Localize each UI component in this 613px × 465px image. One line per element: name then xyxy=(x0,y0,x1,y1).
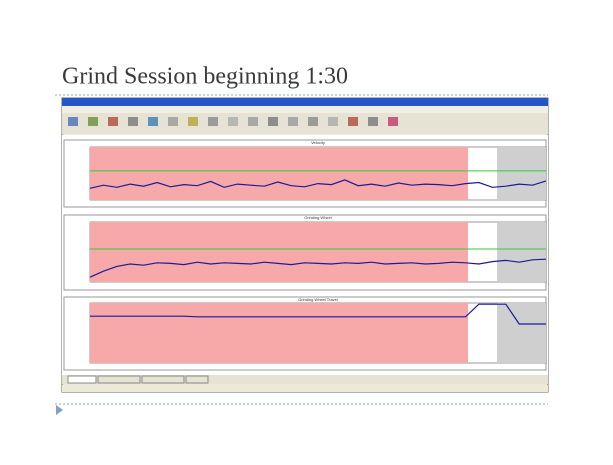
toolbar-button[interactable] xyxy=(328,117,338,126)
toolbar-button[interactable] xyxy=(88,117,98,126)
menu-bar xyxy=(62,106,548,113)
idle-zone xyxy=(497,222,546,282)
toolbar-button[interactable] xyxy=(168,117,178,126)
toolbar-button[interactable] xyxy=(108,117,118,126)
panel-title: Velocity xyxy=(311,140,325,145)
tab[interactable] xyxy=(185,375,209,384)
toolbar-button[interactable] xyxy=(288,117,298,126)
toolbar-button[interactable] xyxy=(368,117,378,126)
tab[interactable] xyxy=(141,375,185,384)
slide-title: Grind Session beginning 1:30 xyxy=(62,64,348,90)
toolbar-button[interactable] xyxy=(308,117,318,126)
toolbar-button[interactable] xyxy=(268,117,278,126)
toolbar-button[interactable] xyxy=(388,117,398,126)
idle-zone xyxy=(497,303,546,363)
toolbar-button[interactable] xyxy=(348,117,358,126)
toolbar-button[interactable] xyxy=(188,117,198,126)
tab[interactable] xyxy=(67,375,97,384)
toolbar xyxy=(62,113,548,134)
signal-trace xyxy=(89,258,547,278)
tab-bar xyxy=(62,375,548,384)
toolbar-button[interactable] xyxy=(68,117,78,126)
toolbar-button[interactable] xyxy=(248,117,258,126)
tab[interactable] xyxy=(97,375,141,384)
toolbar-button[interactable] xyxy=(128,117,138,126)
toolbar-button[interactable] xyxy=(228,117,238,126)
panel-title: Grinding Wheel Travel xyxy=(298,297,338,302)
operating-zone xyxy=(90,147,468,200)
title-bar xyxy=(62,98,548,106)
operating-zone xyxy=(90,303,468,363)
toolbar-button[interactable] xyxy=(208,117,218,126)
toolbar-button[interactable] xyxy=(148,117,158,126)
signal-trace xyxy=(89,179,547,189)
idle-zone xyxy=(497,147,546,200)
signal-trace xyxy=(90,303,546,325)
operating-zone xyxy=(90,222,468,282)
panel-title: Grinding Wheel xyxy=(304,215,332,220)
status-bar xyxy=(62,385,548,392)
bullet xyxy=(56,405,63,415)
